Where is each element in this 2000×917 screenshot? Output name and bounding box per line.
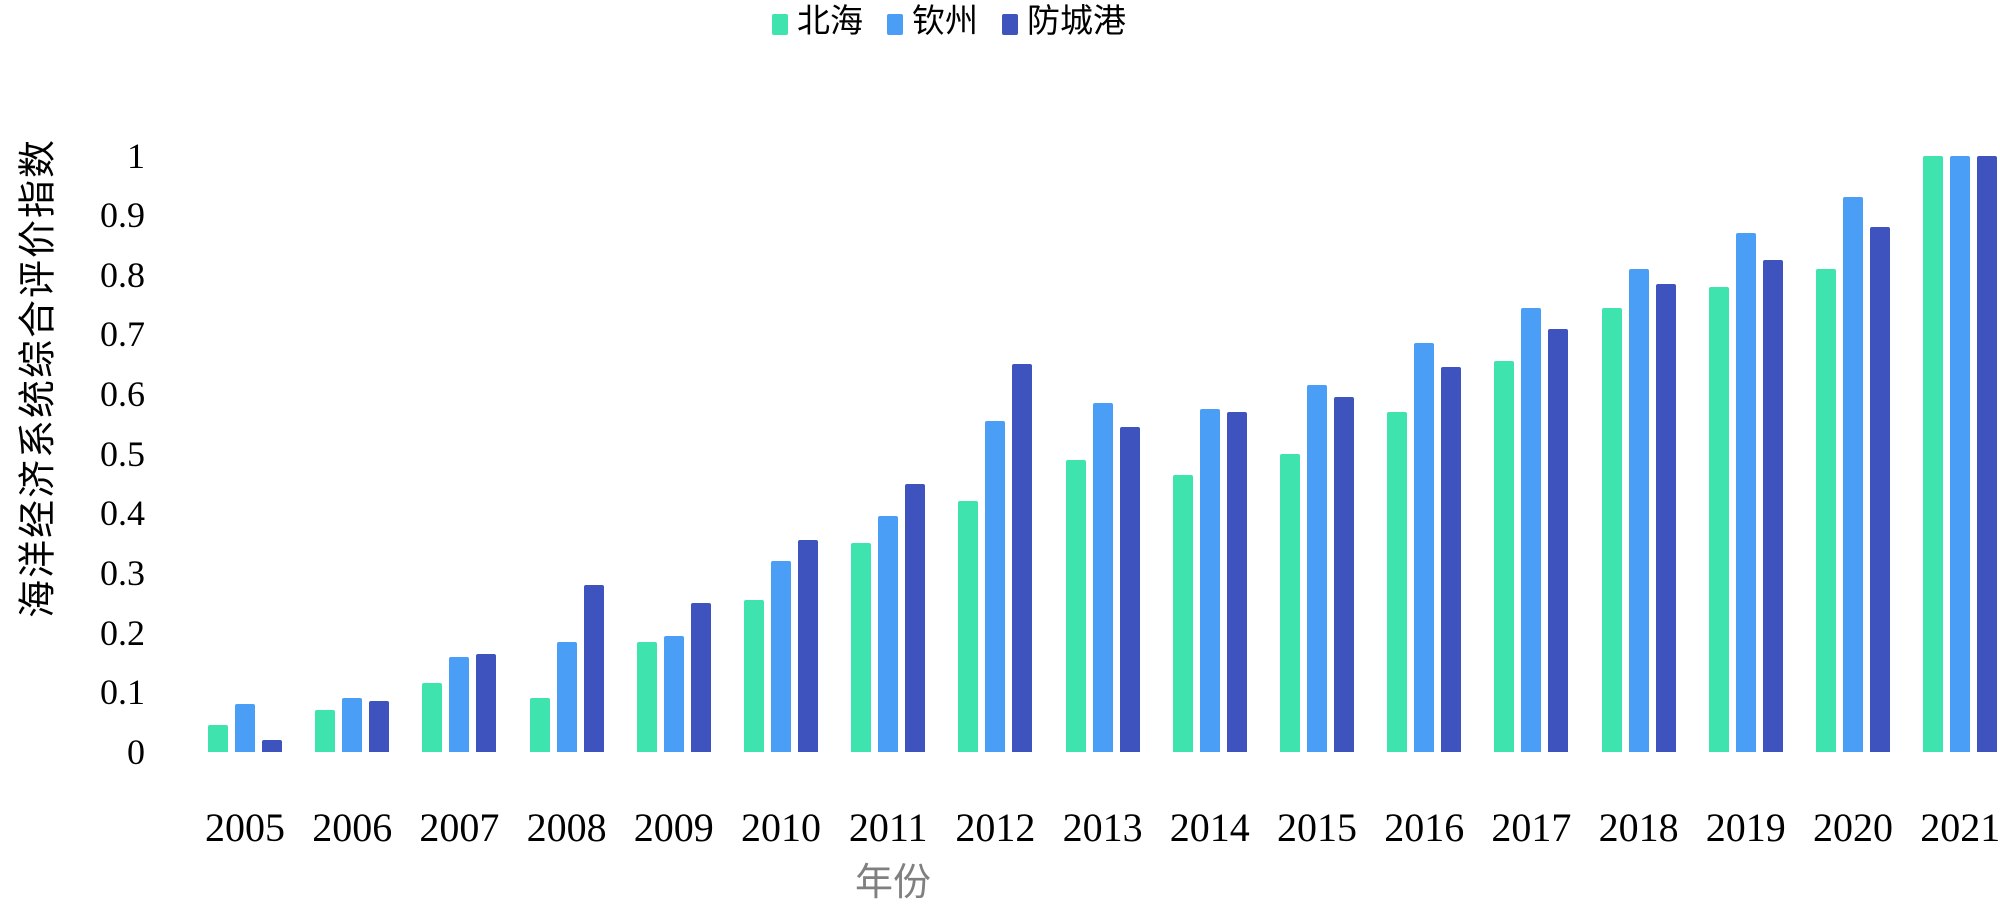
bar [235, 704, 255, 752]
bar [422, 683, 443, 752]
bar [1548, 328, 1569, 752]
x-tick-label: 2012 [955, 805, 1036, 850]
y-tick-label: 0 [127, 732, 145, 772]
bar [369, 701, 390, 752]
bar [1655, 283, 1676, 752]
x-tick-label: 2006 [312, 805, 393, 850]
bar [1172, 474, 1193, 752]
bar [851, 543, 872, 752]
x-tick-label: 2014 [1169, 805, 1250, 850]
bar [905, 483, 926, 752]
y-tick-label: 0.3 [100, 553, 145, 594]
x-tick-label: 2009 [633, 805, 714, 850]
bar [1307, 385, 1327, 752]
bar [744, 599, 764, 752]
bar [878, 516, 899, 752]
bar [1870, 227, 1890, 752]
y-tick-label: 0.6 [100, 374, 145, 415]
bar [1494, 361, 1515, 752]
bar [342, 698, 363, 752]
bar [1735, 233, 1756, 752]
x-tick-label: 2018 [1598, 805, 1679, 850]
x-tick-label: 2021 [1920, 805, 2000, 850]
bar [208, 725, 228, 752]
bar [262, 740, 282, 752]
bar [1628, 268, 1649, 752]
bar [1950, 155, 1971, 752]
legend-swatch [887, 14, 903, 35]
x-tick-label: 2013 [1062, 805, 1143, 850]
y-tick-label: 0.8 [100, 254, 145, 295]
y-tick-label: 0.2 [100, 612, 145, 653]
bar [1012, 364, 1033, 752]
legend-label: 钦州 [912, 4, 978, 40]
bar [315, 710, 336, 752]
x-tick-label: 2008 [526, 805, 607, 850]
bar [556, 641, 577, 752]
legend-label: 北海 [797, 4, 863, 40]
bar [958, 501, 979, 752]
x-axis-title: 年份 [854, 862, 932, 904]
bar [1414, 343, 1435, 752]
bar [1521, 307, 1542, 752]
bar [1762, 259, 1783, 752]
y-tick-label: 1 [127, 135, 145, 176]
bar [1199, 409, 1220, 752]
bar [1708, 286, 1729, 752]
bar [1065, 459, 1086, 752]
bar [1280, 453, 1300, 752]
y-tick-label: 0.4 [100, 493, 145, 534]
bar [1226, 412, 1247, 752]
y-tick-label: 0.7 [100, 314, 145, 355]
x-tick-label: 2020 [1813, 805, 1893, 850]
x-tick-label: 2019 [1705, 805, 1786, 850]
legend-swatch [1002, 14, 1018, 35]
chart-legend: 北海 钦州 防城港 [772, 6, 1126, 39]
y-tick-label: 0.1 [100, 672, 145, 713]
legend-item: 钦州 [887, 6, 978, 39]
legend-item: 北海 [772, 6, 863, 39]
legend-item: 防城港 [1002, 6, 1126, 39]
bar [1387, 412, 1408, 752]
bar [1092, 403, 1113, 752]
bar [1334, 397, 1354, 752]
x-tick-label: 2011 [848, 805, 928, 850]
bar [985, 420, 1006, 752]
y-tick-label: 0.9 [100, 195, 145, 236]
bar [1816, 268, 1836, 752]
x-tick-label: 2010 [741, 805, 821, 850]
bar [1923, 155, 1944, 752]
bar [1601, 307, 1622, 752]
bar [663, 635, 684, 752]
bar [529, 698, 550, 752]
bar [449, 656, 470, 752]
bar [636, 641, 657, 752]
x-tick-label: 2007 [419, 805, 500, 850]
x-tick-label: 2017 [1491, 805, 1572, 850]
bar [771, 561, 791, 752]
bar [798, 540, 818, 752]
x-tick-label: 2005 [205, 805, 285, 850]
bar [690, 602, 711, 752]
bar [1441, 367, 1462, 752]
bar [1977, 155, 1998, 752]
bar [1119, 426, 1140, 752]
y-tick-label: 0.5 [100, 433, 145, 474]
bar [583, 584, 604, 752]
legend-swatch [772, 14, 788, 35]
legend-label: 防城港 [1027, 4, 1126, 40]
bar [1843, 197, 1863, 752]
x-tick-label: 2015 [1277, 805, 1357, 850]
bar [476, 653, 497, 752]
x-tick-label: 2016 [1384, 805, 1465, 850]
